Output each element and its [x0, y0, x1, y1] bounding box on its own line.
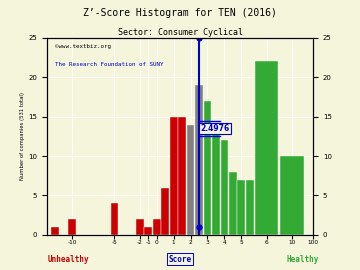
Text: 2.4976: 2.4976 [200, 124, 230, 133]
Text: Score: Score [168, 255, 192, 264]
Text: Healthy: Healthy [286, 255, 319, 264]
Bar [161, 188, 169, 235]
Text: Z’-Score Histogram for TEN (2016): Z’-Score Histogram for TEN (2016) [83, 8, 277, 18]
Text: Unhealthy: Unhealthy [48, 255, 89, 264]
Text: Sector: Consumer Cyclical: Sector: Consumer Cyclical [117, 28, 243, 37]
Bar [153, 219, 161, 235]
Y-axis label: Number of companies (531 total): Number of companies (531 total) [20, 92, 25, 180]
Bar [195, 85, 203, 235]
Bar [144, 227, 152, 235]
Text: ©www.textbiz.org: ©www.textbiz.org [55, 44, 111, 49]
Bar [255, 62, 278, 235]
Bar [111, 203, 118, 235]
Bar [221, 140, 228, 235]
Bar [229, 172, 237, 235]
Bar [246, 180, 254, 235]
Bar [212, 132, 220, 235]
Bar [170, 117, 177, 235]
Bar [178, 117, 186, 235]
Text: The Research Foundation of SUNY: The Research Foundation of SUNY [55, 62, 163, 68]
Bar [136, 219, 144, 235]
Bar [204, 101, 211, 235]
Bar [238, 180, 245, 235]
Bar [51, 227, 59, 235]
Bar [187, 124, 194, 235]
Bar [68, 219, 76, 235]
Bar [280, 156, 304, 235]
